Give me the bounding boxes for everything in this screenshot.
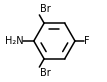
Text: Br: Br (40, 4, 51, 14)
Text: F: F (84, 36, 90, 46)
Text: Br: Br (40, 68, 51, 78)
Text: H₂N: H₂N (5, 36, 24, 46)
